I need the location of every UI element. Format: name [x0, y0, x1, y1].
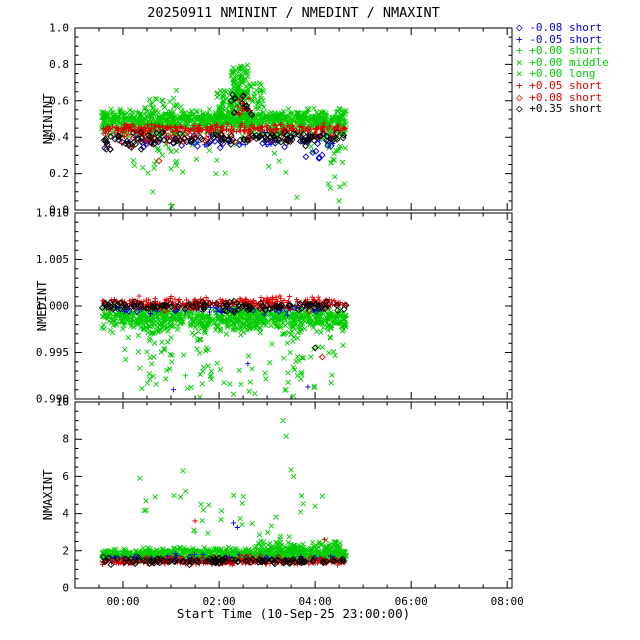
legend-label: +0.08 short [522, 90, 603, 104]
legend: ◇ -0.08 short + -0.05 short + +0.00 short ×… [516, 22, 609, 115]
legend-symbol-diamond-icon: ◇ [516, 90, 523, 104]
xtick-label: 04:00 [299, 595, 332, 608]
xtick-label: 02:00 [203, 595, 236, 608]
panel-2-ticks [74, 401, 512, 589]
legend-symbol-diamond-icon: ◇ [516, 102, 523, 116]
panel-0-ytick-label: 0.4 [49, 131, 69, 144]
panel-2-ytick-label: 0 [62, 582, 69, 595]
panel-2-ytick-label: 2 [62, 544, 69, 557]
series-0-0-35-short [100, 91, 348, 153]
panel-0-ytick-label: 0.6 [49, 94, 69, 107]
panel-0-ylabel: NMININT [41, 94, 55, 145]
legend-item: ◇ +0.35 short [516, 103, 609, 115]
legend-label: -0.08 short [522, 21, 603, 34]
panel-2-ytick-label: 10 [56, 396, 69, 409]
series-0-0-08-short [101, 132, 335, 162]
legend-label: +0.05 short [522, 78, 603, 92]
panel-0-ticks [74, 27, 512, 211]
legend-symbol-x-icon: × [516, 55, 523, 69]
panel-1-ytick-label: 0.990 [36, 393, 69, 406]
panel-1-ytick-label: 1.010 [36, 207, 69, 220]
panel-1-ytick-label: 0.995 [36, 346, 69, 359]
legend-symbol-diamond-icon: ◇ [516, 21, 523, 34]
panel-1-ytick-label: 1.005 [36, 253, 69, 266]
series-2-0-00-long [99, 417, 349, 565]
x-axis-label: Start Time (10-Sep-25 23:00:00) [176, 606, 411, 621]
series-2-0-35-short [99, 553, 347, 569]
xtick-label: 00:00 [106, 595, 139, 608]
legend-symbol-plus-icon: + [516, 78, 523, 92]
panel-2-ytick-label: 8 [62, 433, 69, 446]
panel-1-ytick-label: 1.000 [36, 300, 69, 313]
panel-0-ytick-label: 0.8 [49, 58, 69, 71]
legend-label: +0.00 middle [522, 55, 609, 69]
legend-symbol-plus-icon: + [516, 32, 523, 46]
legend-label: -0.05 short [522, 32, 603, 46]
panel-2-ytick-label: 4 [62, 507, 69, 520]
legend-label: +0.00 long [522, 67, 596, 81]
panel-2-ylabel: NMAXINT [41, 470, 55, 521]
legend-item: + -0.05 short [516, 32, 609, 46]
series-0-0-00-short [100, 108, 348, 208]
panel-1-ticks [74, 212, 512, 400]
legend-item: + +0.00 short [516, 45, 609, 57]
legend-item: × +0.00 middle [516, 55, 609, 69]
legend-symbol-x-icon: × [516, 67, 523, 81]
panel-1-ylabel: NMEDINT [35, 281, 49, 332]
xtick-label: 06:00 [395, 595, 428, 608]
series-1-0-35-short [98, 297, 350, 352]
legend-item: ◇ +0.08 short [516, 90, 609, 104]
panel-0-ytick-label: 0.2 [49, 167, 69, 180]
legend-item: ◇ -0.08 short [516, 22, 609, 34]
xtick-label: 08:00 [491, 595, 524, 608]
legend-label: +0.00 short [522, 44, 603, 58]
legend-item: + +0.05 short [516, 80, 609, 92]
panel-0-ytick-label: 0.0 [49, 204, 69, 217]
legend-label: +0.35 short [522, 102, 603, 116]
panel-2-ytick-label: 6 [62, 470, 69, 483]
legend-symbol-plus-icon: + [516, 44, 523, 58]
panel-0-ytick-label: 1.0 [49, 22, 69, 35]
chart-title: 20250911 NMININT / NMEDINT / NMAXINT [147, 5, 440, 21]
legend-item: × +0.00 long [516, 68, 609, 80]
